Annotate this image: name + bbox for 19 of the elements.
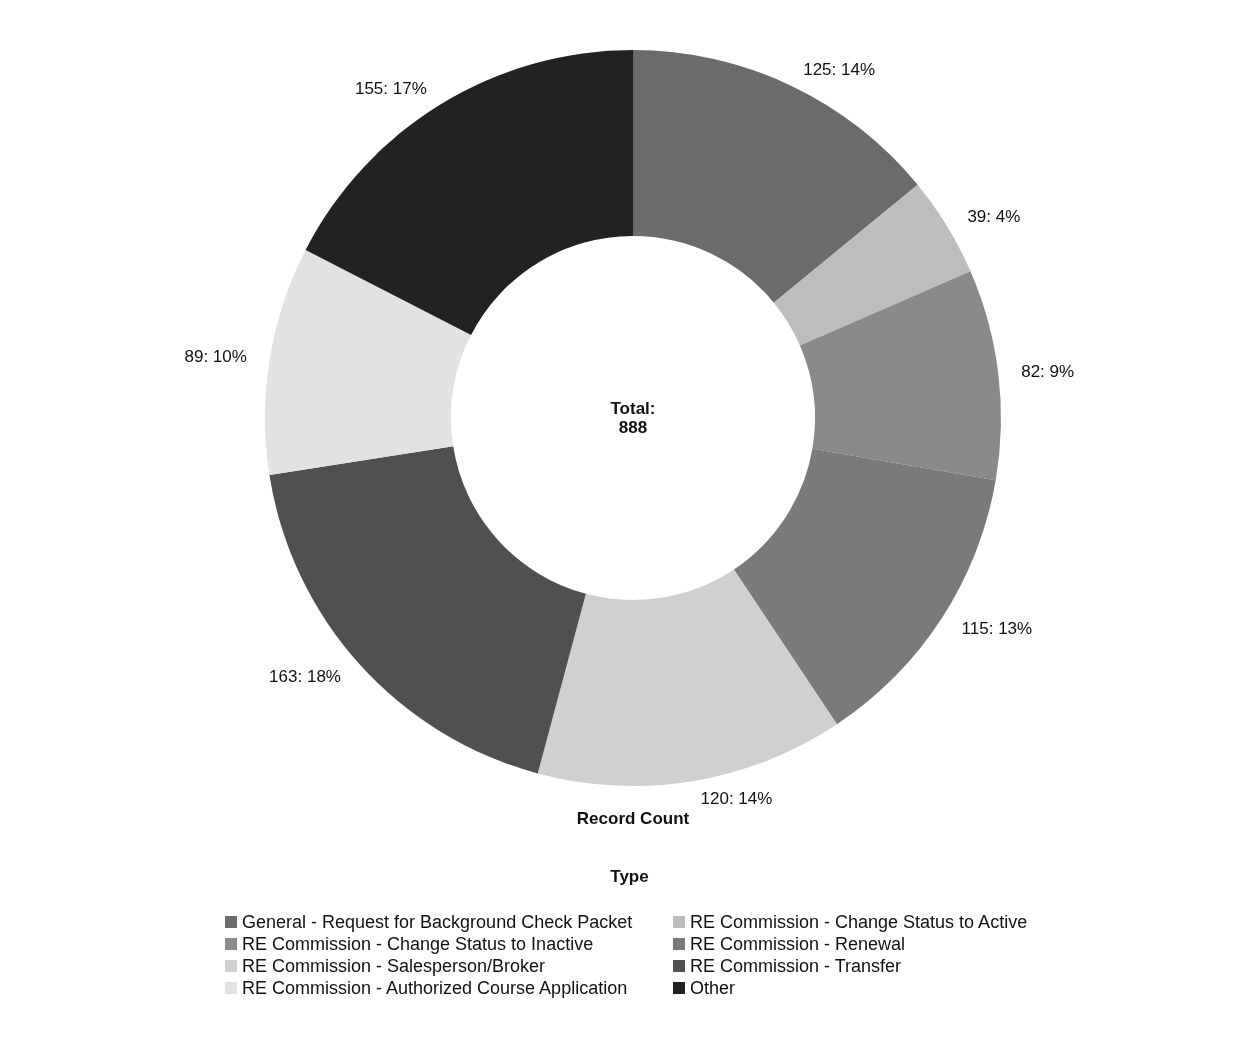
data-label: 89: 10%	[184, 347, 247, 367]
text: Total: 888	[610, 399, 656, 437]
data-label: 82: 9%	[1021, 362, 1075, 382]
data-label: 155: 17%	[354, 79, 427, 99]
legend-label: Other	[690, 978, 736, 998]
legend-title: Type	[610, 867, 649, 886]
data-label: 39: 4%	[967, 207, 1021, 227]
legend-label: RE Commission - Renewal	[690, 934, 906, 954]
data-label: 120: 14%	[700, 789, 773, 809]
legend-label: General - Request for Background Check Packet	[242, 912, 633, 932]
data-label: 115: 13%	[961, 618, 1033, 638]
data-label: 125: 14%	[803, 59, 876, 79]
legend-label: RE Commission - Salesperson/Broker	[242, 956, 546, 976]
legend-label: RE Commission - Transfer	[690, 956, 902, 976]
legend-label: RE Commission - Change Status to Inactive	[242, 934, 594, 954]
legend-label: RE Commission - Change Status to Active	[690, 912, 1028, 932]
text: Record Count	[576, 808, 690, 828]
legend-label: RE Commission - Authorized Course Application	[242, 978, 628, 998]
data-label: 163: 18%	[269, 666, 341, 686]
